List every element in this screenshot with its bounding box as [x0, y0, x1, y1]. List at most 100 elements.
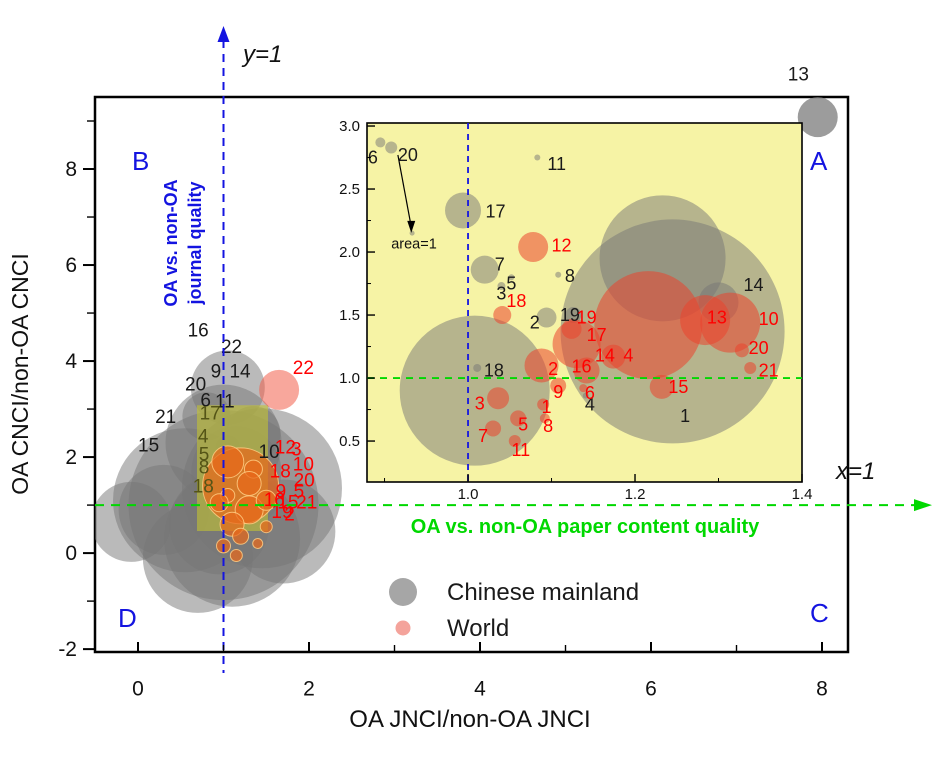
- main-bubble-chinese-mainland: [797, 97, 838, 138]
- inset-bubble-label: 21: [759, 360, 779, 380]
- inset-bubble-label: 1: [680, 406, 690, 426]
- inset-bubble-world: [550, 377, 567, 394]
- inset-bubble-world: [594, 271, 703, 380]
- inset-bubble-chinese-mainland: [508, 274, 515, 281]
- inset-y-tick-label: 2.0: [339, 244, 360, 261]
- inset-bubble-chinese-mainland: [385, 141, 398, 154]
- y-tick-label: 8: [65, 158, 77, 181]
- inset-bubble-label: 8: [543, 416, 553, 436]
- main-bubble-label: 4: [198, 426, 209, 447]
- inset-bubble-world: [579, 384, 588, 393]
- x-tick-label: 8: [816, 677, 828, 700]
- inset-bubble-label: 19: [577, 308, 597, 328]
- inset-bubble-label: 7: [495, 255, 505, 275]
- inset-bubble-world: [524, 348, 559, 383]
- main-bubble-world: [229, 548, 243, 562]
- inset-bubble-world: [518, 231, 549, 262]
- inset-bubble-label: 6: [585, 383, 595, 403]
- inset-bubble-label: 20: [398, 145, 418, 165]
- inset-bubble-label: 5: [506, 274, 516, 294]
- main-bubble-label: 18: [193, 476, 214, 497]
- inset-bubble-world: [537, 398, 550, 411]
- main-bubble-world: [236, 470, 262, 496]
- quadrant-label-a: A: [810, 146, 828, 176]
- legend-label-world: World: [447, 615, 509, 642]
- inset-bubble-label: 9: [553, 382, 563, 402]
- vline-arrowhead-icon: [217, 26, 230, 42]
- inset-bubble-label: 17: [486, 202, 506, 222]
- inset-bubble-label: 2: [548, 359, 558, 379]
- inset-bubble-chinese-mainland: [555, 271, 562, 278]
- inset-y-tick-label: 1.5: [339, 307, 360, 324]
- inset-bubble-label: 16: [572, 357, 592, 377]
- inset-bubble-label: 18: [506, 291, 526, 311]
- main-bubble-label: 8: [199, 458, 210, 479]
- inset-bubble-chinese-mainland: [534, 154, 541, 161]
- inset-bubble-label: 14: [595, 345, 615, 365]
- inset-x-tick-label: 1.2: [625, 486, 646, 503]
- legend-swatch-chinese-mainland: [389, 578, 417, 606]
- y-tick-label: -2: [58, 638, 77, 661]
- main-bubble-label: 22: [293, 358, 314, 379]
- hline-equation-label: x=1: [835, 458, 875, 485]
- y-tick-label: 6: [65, 254, 77, 277]
- main-bubble-label: 12: [275, 437, 296, 458]
- inset-bubble-world: [493, 306, 512, 325]
- reference-lines-layer: [95, 26, 932, 673]
- inset-bubble-label: 1: [542, 397, 552, 417]
- main-bubble-label: 21: [296, 493, 317, 514]
- inset-bubble-label: 10: [759, 309, 779, 329]
- inset-bubble-world: [744, 361, 757, 374]
- inset-bubble-chinese-mainland: [497, 282, 506, 291]
- inset-bubble-label: 12: [552, 236, 572, 256]
- inset-bubble-label: 15: [668, 377, 688, 397]
- quadrant-label-d: D: [118, 603, 137, 633]
- inset-bubble-world: [487, 387, 510, 410]
- hline-arrowhead-icon: [914, 499, 932, 512]
- inset-x-tick-label: 1.4: [792, 486, 813, 503]
- main-bubble-world: [252, 537, 264, 549]
- y-tick-label: 4: [65, 350, 77, 373]
- main-bubble-label: 20: [185, 375, 206, 396]
- inset-bubble-label: 20: [749, 338, 769, 358]
- x-axis-title: OA JNCI/non-OA JNCI: [349, 706, 590, 733]
- area-annotation-arrowhead-icon: [407, 220, 416, 233]
- inset-bubble-label: 17: [587, 325, 607, 345]
- inset-bubble-chinese-mainland: [445, 192, 482, 229]
- inset-bubble-world: [649, 374, 674, 399]
- inset-bubble-label: 4: [585, 395, 595, 415]
- main-bubble-label: 16: [188, 320, 209, 341]
- x-tick-label: 4: [474, 677, 486, 700]
- main-bubble-label: 5: [294, 482, 305, 503]
- inset-bubble-label: 5: [518, 415, 528, 435]
- y-tick-label: 2: [65, 446, 77, 469]
- legend-swatch-world: [395, 620, 411, 636]
- main-bubble-world: [211, 445, 245, 479]
- journal-quality-text-line1: OA vs. non-OA: [161, 179, 181, 306]
- inset-bubble-label: 4: [623, 345, 633, 365]
- inset-bubble-label: 3: [496, 284, 506, 304]
- main-bubble-world: [232, 527, 250, 545]
- main-bubble-label: 14: [229, 362, 251, 383]
- inset-bubble-world: [485, 420, 502, 437]
- paper-quality-text: OA vs. non-OA paper content quality: [411, 516, 760, 538]
- main-bubble-label: 22: [221, 337, 242, 358]
- inset-y-tick-label: 3.0: [339, 118, 360, 135]
- main-bubble-label: 17: [200, 403, 221, 424]
- main-bubble-label: 13: [788, 64, 809, 85]
- journal-quality-text-line2: journal quality: [185, 181, 205, 305]
- inset-y-tick-label: 2.5: [339, 181, 360, 198]
- inset-bubble-chinese-mainland: [470, 255, 499, 284]
- main-bubble-label: 11: [215, 391, 235, 412]
- area-annotation-arrow: [397, 154, 412, 227]
- inset-bubble-world: [734, 343, 749, 358]
- main-bubble-label: 9: [211, 362, 222, 383]
- inset-bubble-label: 19: [560, 305, 580, 325]
- main-bubble-label: 3: [291, 439, 302, 460]
- inset-bubble-world: [539, 413, 550, 424]
- main-bubble-world: [259, 520, 273, 534]
- inset-bubble-label: 13: [707, 308, 727, 328]
- inset-bubble-world: [561, 318, 582, 339]
